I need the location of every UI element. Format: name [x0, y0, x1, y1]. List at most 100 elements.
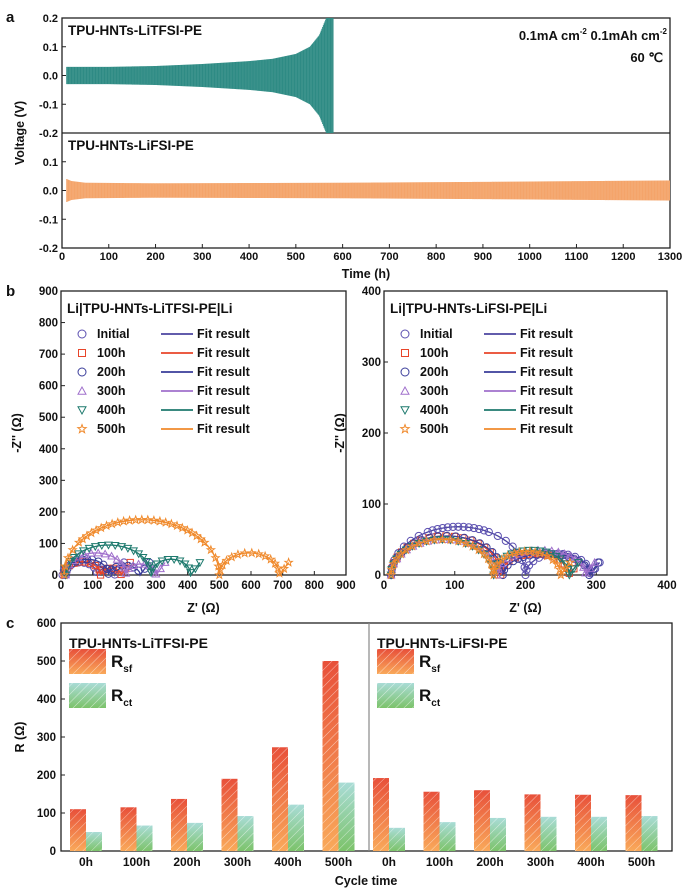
panel-label-b: b [6, 283, 15, 300]
triangle-down-marker [90, 543, 100, 552]
triangle-down-marker [142, 558, 152, 567]
star-marker [272, 562, 284, 573]
star-marker [210, 552, 221, 563]
x-tick-label: 400 [657, 580, 676, 592]
x-tick-label: 900 [474, 251, 492, 263]
star-marker [166, 518, 177, 529]
star-marker [182, 524, 193, 535]
bar-hatch [120, 807, 137, 851]
triangle-down-marker [163, 556, 173, 565]
x-tick-label: 100 [83, 580, 102, 592]
triangle-down-marker [157, 557, 167, 566]
bar-rct-0h [389, 827, 405, 851]
star-marker [453, 535, 464, 546]
legend-hatch [69, 683, 106, 708]
eis-plot-frame-left [60, 290, 347, 576]
circle-marker [474, 524, 484, 534]
triangle-down-marker [146, 569, 156, 578]
y-tick-label: 900 [39, 286, 58, 298]
category-label: 300h [224, 855, 251, 869]
triangle-marker [121, 568, 131, 577]
x-tick-label: 0 [59, 251, 65, 263]
circle-marker [107, 565, 116, 574]
star-marker [58, 569, 70, 580]
star-marker [529, 546, 541, 557]
x-tick-label: 600 [333, 251, 351, 263]
star-marker [205, 544, 217, 555]
bar-rct-400h [288, 804, 304, 851]
bar-hatch [171, 798, 187, 851]
y-axis-label: R (Ω) [13, 722, 27, 753]
x-tick-label: 1300 [658, 251, 682, 263]
star-marker [437, 533, 448, 544]
star-marker [478, 548, 490, 559]
star-marker [195, 533, 206, 544]
x-tick-label: 1200 [611, 251, 635, 263]
legend-series-label: 200h [97, 365, 126, 379]
legend-series-label: 400h [97, 403, 126, 417]
bar-rct-0h [86, 832, 102, 851]
test-conditions: 0.1mA cm-2 0.1mAh cm-2 [519, 27, 668, 43]
circle-marker [509, 557, 518, 566]
star-marker [399, 423, 411, 434]
y-tick-label: -0.1 [39, 99, 58, 111]
triangle-marker [119, 563, 129, 572]
star-marker [429, 534, 440, 545]
bar-hatch [540, 816, 557, 851]
triangle-down-marker [169, 556, 179, 565]
triangle-down-marker [152, 560, 162, 569]
x-tick-label: 400 [178, 580, 197, 592]
legend-fit-label: Fit result [197, 346, 251, 360]
x-tick-label: 0 [381, 580, 387, 592]
star-marker [413, 537, 425, 548]
circle-marker [521, 570, 530, 580]
square-marker [96, 571, 105, 579]
y-tick-label: -0.2 [39, 128, 58, 140]
bar-hatch [524, 794, 541, 851]
star-marker [400, 544, 412, 555]
panel-label-a: a [6, 9, 15, 26]
x-tick-label: 1000 [517, 251, 541, 263]
legend-hatch [377, 683, 414, 708]
y-tick-label: 100 [362, 499, 381, 511]
bar-hatch [288, 804, 304, 851]
series-label-1: TPU-HNTs-LiFSI-PE [68, 138, 194, 153]
x-tick-label: 1100 [565, 251, 589, 263]
x-tick-label: 800 [427, 251, 445, 263]
y-tick-label: 600 [39, 381, 58, 393]
triangle-down-marker [573, 559, 583, 568]
y-tick-label: 0.1 [43, 157, 58, 169]
star-marker [460, 537, 471, 548]
star-marker [502, 550, 513, 561]
bar-hatch [322, 661, 339, 851]
category-label: 300h [527, 855, 554, 869]
eis-series-400h [61, 541, 205, 580]
y-tick-label: 100 [37, 808, 56, 820]
triangle-down-marker [97, 542, 107, 551]
x-axis-label: Z' (Ω) [509, 601, 541, 615]
x-tick-label: 200 [146, 251, 164, 263]
legend-fit-label: Fit result [520, 346, 574, 360]
circle-marker [501, 536, 510, 545]
star-marker [76, 423, 88, 434]
bar-hatch [187, 822, 203, 851]
bar-hatch [70, 809, 86, 851]
x-tick-label: 300 [193, 251, 211, 263]
x-tick-label: 800 [305, 580, 324, 592]
y-tick-label: 0.0 [43, 186, 58, 198]
y-tick-label: 200 [362, 428, 381, 440]
star-marker [217, 559, 228, 570]
legend-subscript: sf [431, 664, 441, 675]
triangle-marker [590, 557, 600, 566]
areal-capacity: 0.1mAh cm [591, 28, 660, 43]
star-marker [177, 522, 188, 533]
star-marker [564, 556, 576, 567]
triangle-marker [585, 564, 595, 573]
bar-rsf-0h [70, 809, 86, 851]
star-marker [535, 547, 546, 558]
circle-marker [448, 522, 458, 531]
triangle-down-marker [138, 553, 148, 563]
star-marker [265, 553, 276, 564]
triangle-down-marker [61, 571, 71, 580]
panel-label-c: c [6, 615, 14, 632]
